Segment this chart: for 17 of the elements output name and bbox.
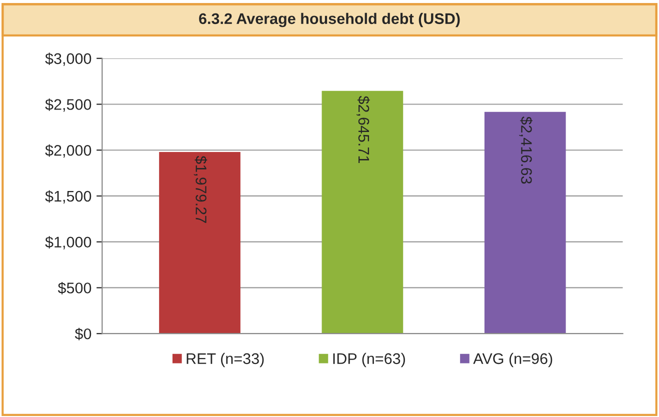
y-tick-label: $2,500 [45, 98, 92, 112]
y-tick-label: $3,000 [45, 52, 92, 66]
bar [159, 152, 240, 334]
data-label: $2,416.63 [519, 116, 532, 184]
data-label: $1,979.27 [194, 156, 208, 223]
y-tick-label: $500 [58, 282, 92, 294]
y-tick-label: $1,000 [45, 236, 92, 250]
y-tick-label: $0 [74, 328, 92, 340]
y-tick-label: $1,500 [45, 190, 92, 204]
legend-label: RET (n=33) [186, 352, 264, 368]
legend-label: AVG (n=96) [473, 352, 552, 368]
bar [322, 90, 404, 334]
data-label: $2,645.71 [356, 96, 370, 163]
legend-label: IDP (n=63) [333, 352, 405, 368]
y-tick-label: $2,000 [45, 144, 92, 158]
bar [484, 112, 566, 334]
chart-title: 6.3.2 Average household debt (USD) [199, 12, 460, 28]
